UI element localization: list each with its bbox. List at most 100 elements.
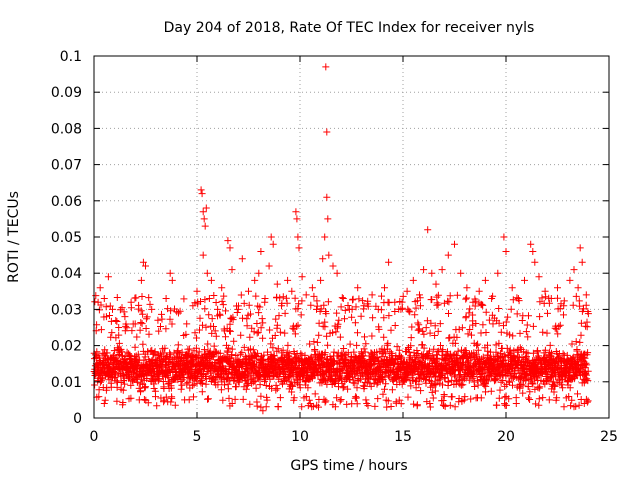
data-point bbox=[224, 385, 232, 393]
data-point bbox=[448, 376, 456, 384]
data-point bbox=[398, 304, 406, 312]
data-point bbox=[551, 382, 559, 390]
data-point bbox=[116, 346, 124, 354]
data-point bbox=[519, 389, 527, 397]
data-point bbox=[102, 313, 110, 321]
data-point bbox=[259, 407, 267, 415]
data-point bbox=[96, 284, 104, 292]
data-point bbox=[474, 340, 482, 348]
data-point bbox=[454, 347, 462, 355]
data-point bbox=[330, 348, 338, 356]
data-point bbox=[142, 325, 150, 332]
data-point bbox=[249, 346, 257, 354]
data-point bbox=[483, 375, 491, 383]
data-point bbox=[273, 280, 281, 288]
data-point bbox=[466, 353, 474, 361]
data-point bbox=[364, 402, 372, 410]
data-point bbox=[431, 322, 439, 330]
data-point bbox=[354, 284, 362, 292]
y-tick-label: 0.02 bbox=[51, 339, 82, 355]
data-point bbox=[295, 381, 303, 389]
data-point bbox=[457, 381, 465, 389]
data-point bbox=[355, 295, 363, 303]
data-point bbox=[373, 354, 381, 361]
data-point bbox=[137, 319, 145, 326]
data-point bbox=[178, 348, 186, 356]
data-point bbox=[222, 307, 229, 315]
data-point bbox=[269, 344, 277, 352]
data-point bbox=[191, 329, 199, 337]
data-point bbox=[263, 396, 271, 404]
data-point bbox=[584, 367, 592, 375]
data-point bbox=[516, 329, 524, 337]
data-point bbox=[267, 340, 275, 348]
data-point bbox=[431, 332, 439, 339]
data-point bbox=[451, 403, 459, 411]
data-point bbox=[198, 380, 206, 388]
data-point bbox=[555, 322, 563, 330]
data-point bbox=[369, 314, 377, 322]
data-point bbox=[313, 302, 321, 310]
y-tick-label: 0.04 bbox=[51, 266, 82, 282]
data-point bbox=[183, 380, 191, 388]
data-point bbox=[478, 301, 486, 309]
data-point bbox=[364, 297, 372, 305]
data-point bbox=[185, 345, 193, 353]
data-point bbox=[361, 348, 369, 356]
data-point bbox=[322, 63, 330, 71]
data-point bbox=[574, 284, 582, 292]
data-point bbox=[380, 314, 388, 322]
data-point bbox=[237, 291, 245, 299]
data-point bbox=[417, 387, 425, 395]
data-point bbox=[580, 305, 587, 313]
data-point bbox=[412, 304, 420, 312]
data-point bbox=[205, 295, 213, 302]
data-point bbox=[181, 396, 189, 404]
data-point bbox=[503, 344, 511, 352]
data-point bbox=[550, 388, 558, 396]
data-point bbox=[426, 403, 434, 411]
data-point bbox=[291, 330, 299, 338]
data-point bbox=[553, 394, 561, 402]
data-point bbox=[495, 394, 503, 402]
data-point bbox=[426, 329, 434, 337]
data-point bbox=[108, 329, 116, 337]
data-point bbox=[535, 401, 543, 409]
data-point bbox=[302, 291, 310, 299]
data-point bbox=[584, 397, 592, 405]
data-point bbox=[545, 396, 553, 404]
data-point bbox=[166, 269, 174, 277]
data-point bbox=[433, 351, 441, 359]
data-point bbox=[398, 380, 406, 388]
chart-title: Day 204 of 2018, Rate Of TEC Index for r… bbox=[164, 20, 535, 36]
data-point bbox=[230, 337, 238, 345]
data-point bbox=[360, 302, 368, 310]
data-point bbox=[434, 327, 442, 335]
data-point bbox=[323, 332, 331, 340]
data-point bbox=[453, 291, 461, 299]
data-point bbox=[379, 390, 387, 398]
data-point bbox=[453, 333, 461, 341]
data-point bbox=[138, 320, 146, 328]
data-point bbox=[560, 311, 567, 319]
data-point bbox=[484, 341, 491, 349]
data-point bbox=[334, 320, 342, 328]
data-point bbox=[246, 345, 254, 353]
data-point bbox=[416, 291, 423, 299]
data-point bbox=[296, 384, 304, 392]
data-point bbox=[353, 384, 361, 392]
data-point bbox=[113, 294, 121, 301]
data-point bbox=[333, 269, 341, 277]
data-point bbox=[337, 396, 345, 403]
data-point bbox=[225, 355, 233, 363]
data-point bbox=[529, 248, 537, 255]
data-point bbox=[109, 305, 116, 313]
data-point bbox=[428, 388, 436, 396]
data-point bbox=[516, 344, 524, 352]
y-tick-label: 0.06 bbox=[51, 194, 82, 210]
data-point bbox=[315, 331, 323, 339]
data-point bbox=[137, 276, 145, 284]
data-point bbox=[243, 365, 250, 372]
data-point bbox=[127, 298, 135, 306]
data-point bbox=[360, 382, 368, 390]
